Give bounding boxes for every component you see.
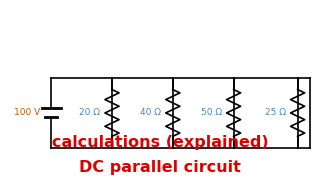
- Text: 50 Ω: 50 Ω: [201, 108, 222, 117]
- Text: 100 V: 100 V: [14, 108, 40, 117]
- Text: calculations (explained): calculations (explained): [52, 135, 268, 150]
- Text: DC parallel circuit: DC parallel circuit: [79, 160, 241, 175]
- Text: 25 Ω: 25 Ω: [265, 108, 286, 117]
- Text: 40 Ω: 40 Ω: [140, 108, 161, 117]
- Text: 20 Ω: 20 Ω: [79, 108, 100, 117]
